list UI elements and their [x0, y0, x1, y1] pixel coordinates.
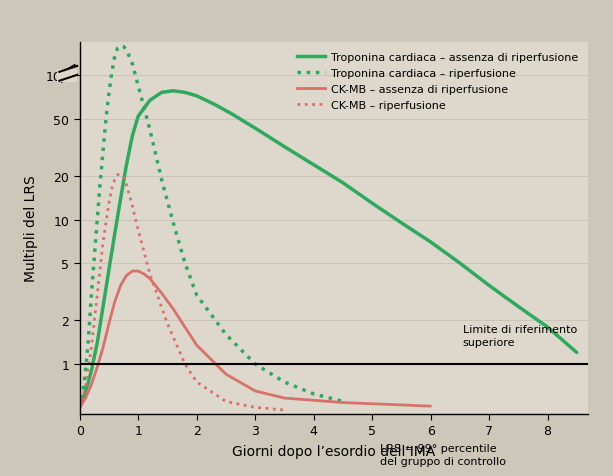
X-axis label: Giorni dopo l’esordio dell’IMA: Giorni dopo l’esordio dell’IMA [232, 445, 436, 458]
Legend: Troponina cardiaca – assenza di riperfusione, Troponina cardiaca – riperfusione,: Troponina cardiaca – assenza di riperfus… [292, 49, 583, 116]
Text: LRS = 99° percentile
del gruppo di controllo: LRS = 99° percentile del gruppo di contr… [380, 443, 506, 466]
Y-axis label: Multipli del LRS: Multipli del LRS [25, 175, 39, 282]
Text: Limite di riferimento
superiore: Limite di riferimento superiore [463, 325, 577, 348]
FancyBboxPatch shape [57, 69, 77, 83]
